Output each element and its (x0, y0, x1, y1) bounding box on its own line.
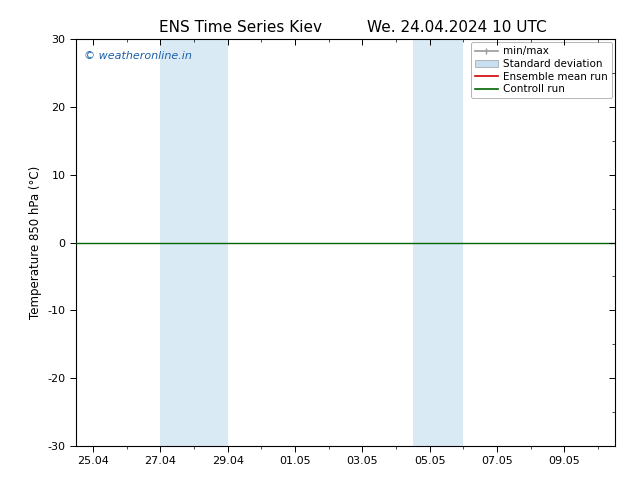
Text: ENS Time Series Kiev: ENS Time Series Kiev (159, 20, 323, 35)
Y-axis label: Temperature 850 hPa (°C): Temperature 850 hPa (°C) (29, 166, 42, 319)
Legend: min/max, Standard deviation, Ensemble mean run, Controll run: min/max, Standard deviation, Ensemble me… (470, 42, 612, 98)
Bar (413, 39, 463, 446)
Text: © weatheronline.in: © weatheronline.in (84, 51, 192, 61)
Bar (160, 39, 228, 446)
Text: We. 24.04.2024 10 UTC: We. 24.04.2024 10 UTC (366, 20, 547, 35)
